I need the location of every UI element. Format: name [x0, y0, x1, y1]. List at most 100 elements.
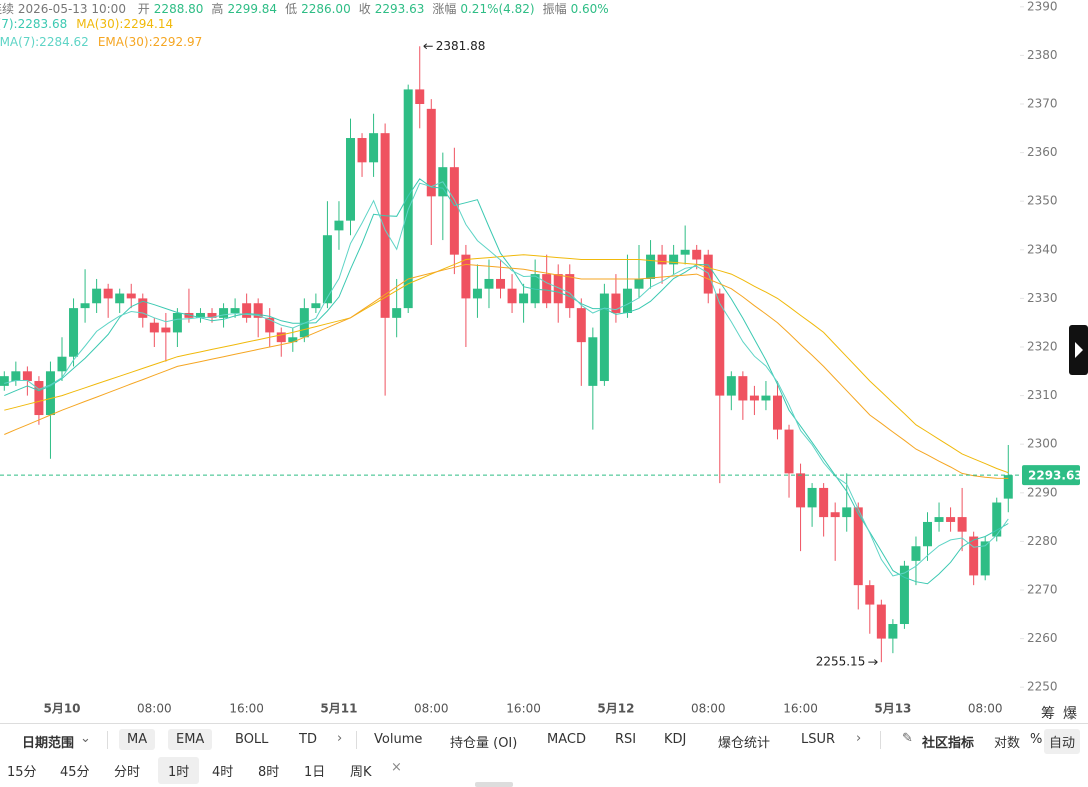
- indicator-button[interactable]: EMA: [168, 729, 213, 750]
- plot-area: 2381.88 2255.15: [0, 39, 1020, 669]
- axis-side-button[interactable]: 筹: [1041, 706, 1055, 722]
- header-value: 0.60%: [570, 2, 609, 16]
- indicator-button[interactable]: RSI: [615, 732, 637, 747]
- candle-body: [772, 395, 782, 430]
- candle-body: [911, 546, 921, 561]
- x-tick-label: 16:00: [783, 702, 818, 716]
- x-tick-label: 08:00: [968, 702, 1003, 716]
- y-tick-label: 2270: [1027, 582, 1058, 596]
- candle-body: [1003, 475, 1013, 499]
- candle-body: [80, 303, 90, 309]
- legend-entry: MA(7):2283.68: [0, 17, 68, 31]
- candle-body: [496, 278, 506, 289]
- candle-body: [103, 288, 113, 299]
- indicator-button[interactable]: 持仓量 (OI): [450, 736, 518, 751]
- candle-body: [138, 298, 148, 318]
- close-icon[interactable]: ×: [391, 760, 402, 775]
- option-button[interactable]: 自动: [1044, 729, 1081, 754]
- candle-body: [45, 371, 55, 416]
- candle-body: [161, 327, 171, 333]
- y-tick-label: 2260: [1027, 631, 1058, 645]
- interval-button[interactable]: 分时: [114, 765, 141, 780]
- candle-body: [426, 108, 436, 197]
- interval-button[interactable]: 15分: [7, 765, 37, 780]
- candle-body: [253, 303, 263, 318]
- indicator-button[interactable]: TD: [299, 732, 317, 747]
- candle-body: [22, 371, 32, 382]
- x-tick-label: 5月11: [320, 702, 357, 716]
- x-tick-label: 08:00: [691, 702, 726, 716]
- scroll-arrow[interactable]: ›: [856, 731, 862, 746]
- low-annotation: 2255.15: [816, 655, 866, 669]
- y-tick-label: 2320: [1027, 340, 1058, 354]
- divider: [107, 731, 108, 749]
- candle-body: [288, 337, 298, 343]
- indicator-button[interactable]: Volume: [374, 732, 423, 747]
- candle-body: [149, 322, 159, 333]
- x-tick-label: 08:00: [137, 702, 172, 716]
- header-items: 开 2288.80 高 2299.84 低 2286.00 收 2293.63 涨幅 0.21%(…: [130, 2, 609, 16]
- indicator-button[interactable]: MA: [119, 729, 156, 750]
- interval-button[interactable]: 45分: [60, 765, 90, 780]
- header-value: 2288.80: [153, 2, 204, 16]
- interval-button[interactable]: 1日: [304, 765, 326, 780]
- community-indicators[interactable]: 社区指标: [922, 736, 975, 751]
- date-range[interactable]: 日期范围: [22, 736, 75, 751]
- y-tick-label: 2350: [1027, 194, 1058, 208]
- candle-body: [992, 502, 1002, 537]
- candle-body: [507, 288, 517, 304]
- indicator-button[interactable]: 爆仓统计: [718, 736, 771, 751]
- header-value: 2299.84: [227, 2, 278, 16]
- option-button[interactable]: 对数: [994, 736, 1021, 751]
- candle-body: [542, 274, 552, 304]
- candle-body: [946, 517, 956, 522]
- candle-body: [969, 536, 979, 576]
- indicator-button[interactable]: LSUR: [801, 732, 836, 747]
- interval-button[interactable]: 8时: [258, 765, 280, 780]
- candle-body: [357, 138, 367, 163]
- candle-body: [957, 517, 967, 532]
- x-tick-label: 16:00: [229, 702, 264, 716]
- header-time: 连续 2026-05-13 10:00: [0, 2, 126, 16]
- legend-entry: EMA(30):2292.97: [97, 35, 203, 49]
- header-label: 振幅: [542, 2, 567, 16]
- candle-body: [749, 395, 759, 401]
- interval-button[interactable]: 周K: [350, 765, 372, 780]
- interval-button[interactable]: 4时: [212, 765, 234, 780]
- candle-body: [842, 507, 852, 518]
- interval-button[interactable]: 1时: [158, 757, 200, 784]
- candle-body: [392, 308, 402, 318]
- ohlc-header: 连续 2026-05-13 10:00 开 2288.80 高 2299.84 低 228…: [0, 0, 609, 17]
- candle-body: [761, 395, 771, 401]
- y-tick-label: 2360: [1027, 145, 1058, 159]
- edit-icon: ✎: [902, 731, 913, 746]
- candle-body: [484, 278, 494, 289]
- option-button[interactable]: %: [1030, 732, 1043, 747]
- candle-body: [219, 308, 229, 318]
- header-label: 涨幅: [432, 2, 457, 16]
- candle-body: [265, 317, 275, 333]
- candle-body: [876, 604, 886, 639]
- candle-body: [657, 254, 667, 265]
- candle-body: [599, 293, 609, 382]
- header-value: 2286.00: [301, 2, 351, 16]
- header-label: 开: [137, 2, 150, 16]
- y-axis: 2250 2260 2270 2280 2290 2300 2310 2320 2330 2340…: [1020, 0, 1083, 694]
- scroll-arrow[interactable]: ›: [337, 731, 343, 746]
- candle-body: [380, 133, 390, 318]
- candle-body: [923, 521, 932, 547]
- x-tick-label: 16:00: [506, 702, 541, 716]
- axis-side-button[interactable]: 爆: [1063, 706, 1077, 722]
- x-tick-label: 08:00: [414, 702, 449, 716]
- candle-body: [726, 376, 736, 396]
- candle-body: [576, 308, 586, 343]
- y-tick-label: 2280: [1027, 534, 1058, 548]
- indicator-button[interactable]: MACD: [547, 732, 586, 747]
- indicator-button[interactable]: BOLL: [235, 732, 269, 747]
- candle-body: [796, 473, 806, 508]
- candle-body: [403, 89, 413, 309]
- y-tick-label: 2300: [1027, 437, 1058, 451]
- indicator-button[interactable]: KDJ: [664, 732, 687, 747]
